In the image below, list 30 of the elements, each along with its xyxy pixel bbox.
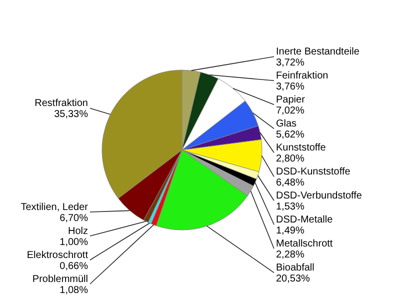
data-label: 3,76% bbox=[276, 82, 304, 93]
slice-label: Problemmüll bbox=[32, 274, 88, 285]
slice-label: DSD-Kunststoffe bbox=[276, 166, 351, 178]
data-label: 3,72% bbox=[276, 58, 304, 69]
data-label: 6,48% bbox=[276, 178, 304, 189]
slice-label: DSD-Verbundstoffe bbox=[276, 190, 362, 202]
slice-label: Textilien, Leder bbox=[20, 202, 89, 213]
data-label: 0,66% bbox=[60, 261, 88, 272]
data-label: 7,02% bbox=[276, 106, 304, 117]
slice-label: Kunststoffe bbox=[276, 142, 326, 154]
slice-label: Feinfraktion bbox=[276, 70, 328, 82]
data-label: 5,62% bbox=[276, 130, 304, 141]
slice-label: Restfraktion bbox=[34, 98, 88, 110]
slice-label: Holz bbox=[68, 226, 88, 237]
data-label: 1,53% bbox=[276, 202, 304, 213]
slice-label: Inerte Bestandteile bbox=[276, 46, 360, 58]
data-label: 1,08% bbox=[60, 285, 88, 296]
data-label: 6,70% bbox=[60, 213, 88, 224]
slice-label: DSD-Metalle bbox=[276, 214, 334, 226]
slice-label: Bioabfall bbox=[276, 262, 314, 274]
slice-label: Glas bbox=[276, 118, 297, 130]
data-label: 1,49% bbox=[276, 226, 304, 237]
slice-label: Metallschrott bbox=[276, 238, 333, 250]
data-label: 1,00% bbox=[60, 237, 88, 248]
data-label: 35,33% bbox=[54, 109, 88, 120]
slice-label: Elektroschrott bbox=[26, 250, 88, 261]
data-label: 2,80% bbox=[276, 154, 304, 165]
data-label: 2,28% bbox=[276, 250, 304, 261]
slice-label: Papier bbox=[276, 94, 306, 106]
data-label: 20,53% bbox=[276, 274, 310, 285]
